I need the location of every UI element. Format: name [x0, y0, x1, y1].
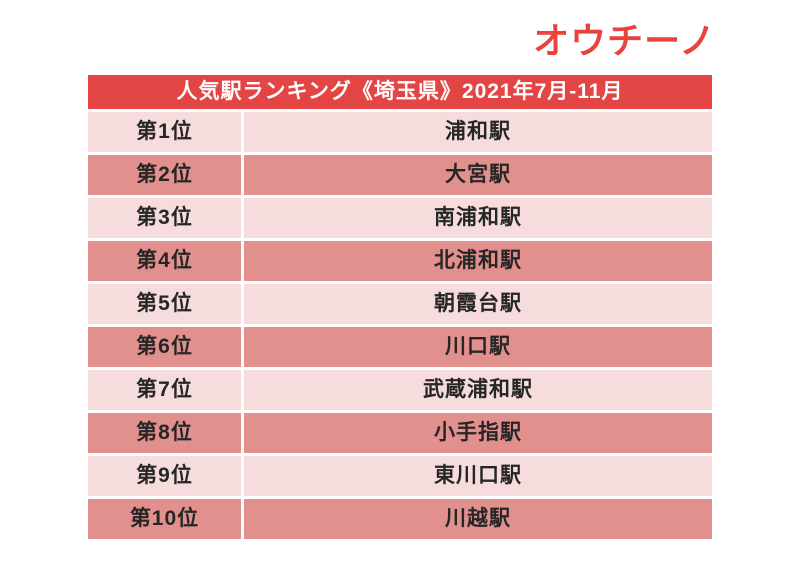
rank-cell: 第6位 — [88, 327, 241, 367]
table-row: 第8位 小手指駅 — [88, 413, 712, 453]
table-row: 第3位 南浦和駅 — [88, 198, 712, 238]
table-title: 人気駅ランキング《埼玉県》2021年7月-11月 — [88, 75, 712, 109]
station-cell: 浦和駅 — [244, 112, 712, 152]
rows-container: 第1位 浦和駅 第2位 大宮駅 第3位 南浦和駅 第4位 北浦和駅 第5位 朝霞… — [88, 112, 712, 539]
station-cell: 北浦和駅 — [244, 241, 712, 281]
table-row: 第7位 武蔵浦和駅 — [88, 370, 712, 410]
ouchino-logo: オウチーノ — [533, 20, 716, 61]
rank-cell: 第1位 — [88, 112, 241, 152]
table-row: 第1位 浦和駅 — [88, 112, 712, 152]
table-row: 第2位 大宮駅 — [88, 155, 712, 195]
rank-cell: 第2位 — [88, 155, 241, 195]
table-row: 第5位 朝霞台駅 — [88, 284, 712, 324]
rank-cell: 第7位 — [88, 370, 241, 410]
station-cell: 大宮駅 — [244, 155, 712, 195]
rank-cell: 第5位 — [88, 284, 241, 324]
rank-cell: 第8位 — [88, 413, 241, 453]
rank-cell: 第9位 — [88, 456, 241, 496]
table-row: 第4位 北浦和駅 — [88, 241, 712, 281]
station-cell: 武蔵浦和駅 — [244, 370, 712, 410]
rank-cell: 第3位 — [88, 198, 241, 238]
station-cell: 南浦和駅 — [244, 198, 712, 238]
rank-cell: 第10位 — [88, 499, 241, 539]
ranking-table: 人気駅ランキング《埼玉県》2021年7月-11月 第1位 浦和駅 第2位 大宮駅… — [88, 75, 712, 539]
station-cell: 川越駅 — [244, 499, 712, 539]
station-cell: 小手指駅 — [244, 413, 712, 453]
station-cell: 東川口駅 — [244, 456, 712, 496]
table-row: 第6位 川口駅 — [88, 327, 712, 367]
station-cell: 朝霞台駅 — [244, 284, 712, 324]
station-cell: 川口駅 — [244, 327, 712, 367]
rank-cell: 第4位 — [88, 241, 241, 281]
table-row: 第9位 東川口駅 — [88, 456, 712, 496]
table-row: 第10位 川越駅 — [88, 499, 712, 539]
